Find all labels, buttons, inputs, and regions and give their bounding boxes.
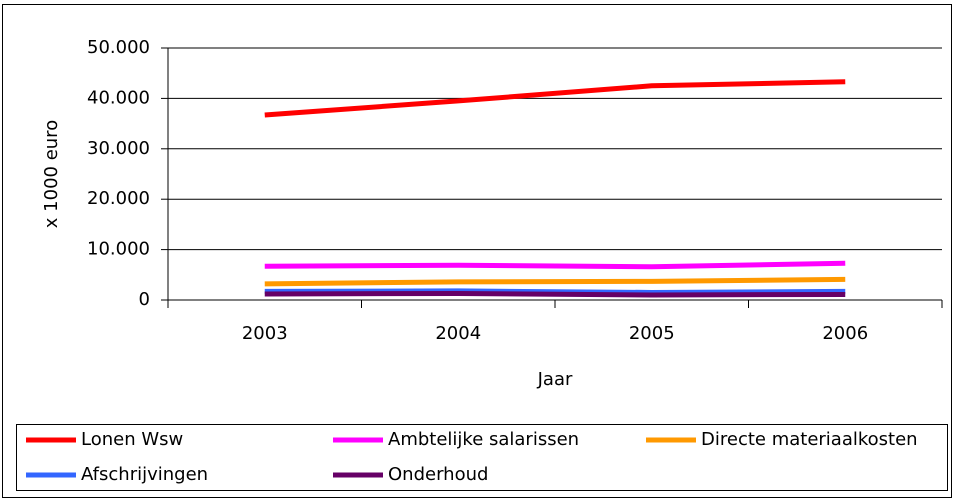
y-tick-label: 20.000 <box>87 188 150 209</box>
legend-label: Directe materiaalkosten <box>701 429 918 450</box>
y-tick-label: 10.000 <box>87 239 150 260</box>
series-line <box>264 288 846 295</box>
x-tick-label: 2005 <box>629 323 675 344</box>
legend-label: Onderhoud <box>388 464 488 485</box>
y-tick-label: 30.000 <box>87 138 150 159</box>
y-tick-label: 0 <box>139 289 150 310</box>
y-axis-label: x 1000 euro <box>41 120 62 228</box>
legend-frame <box>16 424 948 491</box>
legend-label: Ambtelijke salarissen <box>388 429 579 450</box>
chart-frame <box>2 4 952 498</box>
x-tick-label: 2003 <box>242 323 288 344</box>
legend-label: Lonen Wsw <box>81 429 183 450</box>
series-line <box>264 79 846 118</box>
x-tick-label: 2006 <box>822 323 868 344</box>
legend-label: Afschrijvingen <box>81 464 208 485</box>
x-axis-label: Jaar <box>537 369 573 390</box>
series-line <box>264 290 846 298</box>
y-tick-label: 50.000 <box>87 37 150 58</box>
y-tick-label: 40.000 <box>87 87 150 108</box>
x-tick-label: 2004 <box>435 323 481 344</box>
series-line <box>264 276 846 287</box>
series-line <box>264 260 846 270</box>
